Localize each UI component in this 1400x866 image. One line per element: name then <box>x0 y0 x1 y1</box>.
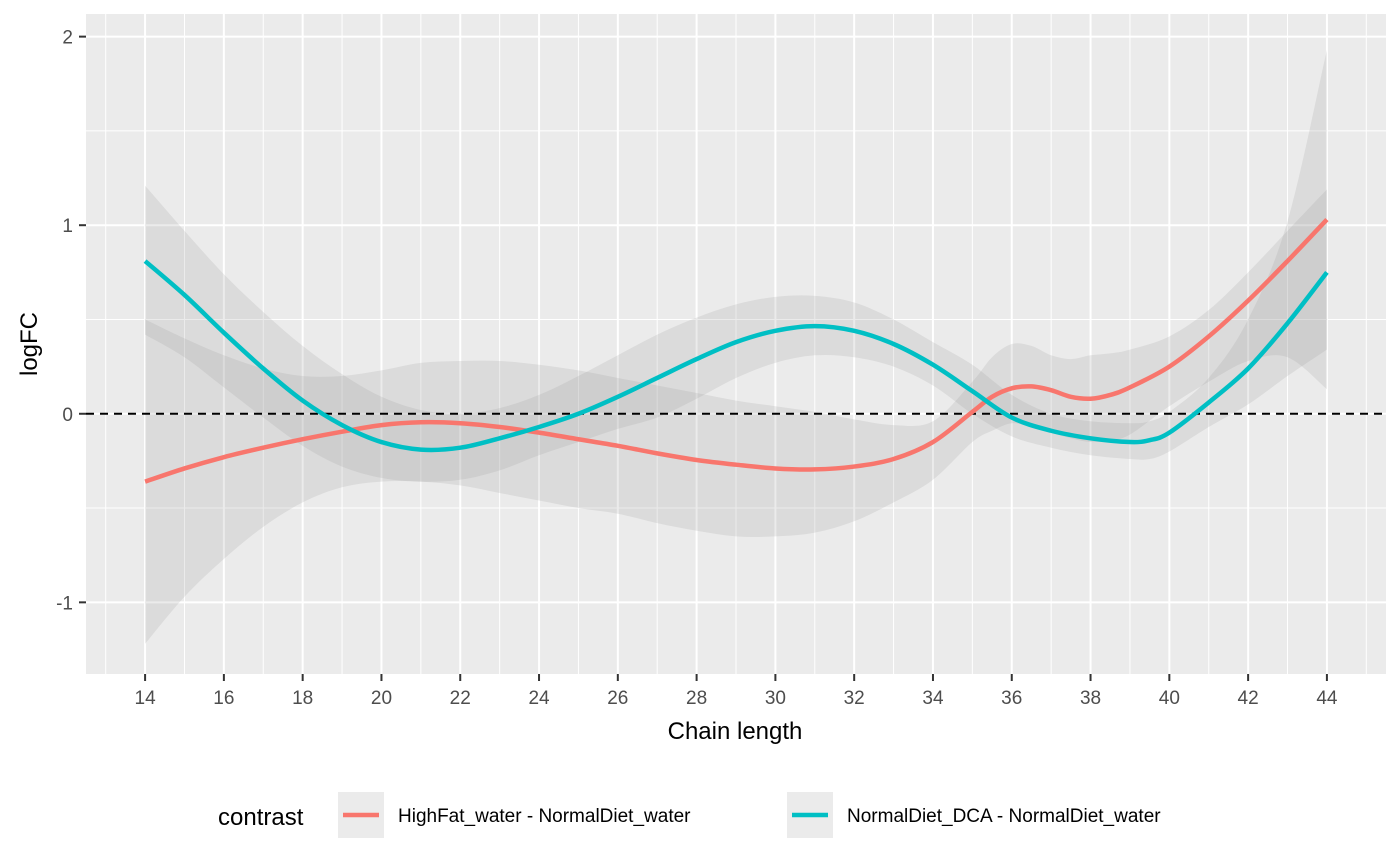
series-lines <box>143 217 1329 484</box>
x-tick-label: 20 <box>371 688 392 709</box>
x-tick-label: 40 <box>1159 688 1180 709</box>
series-line-highfat <box>144 217 1329 484</box>
y-axis-title: logFC <box>16 312 43 376</box>
y-tick-label: 2 <box>62 28 73 49</box>
legend-item-normaldiet-dca: NormalDiet_DCA - NormalDiet_water <box>787 792 1161 838</box>
legend-label-normaldiet-dca: NormalDiet_DCA - NormalDiet_water <box>847 806 1161 827</box>
x-axis: 14 16 18 20 22 24 26 28 30 32 34 36 38 40 42 44 <box>135 674 1338 709</box>
x-axis-title: Chain length <box>668 718 803 745</box>
x-tick-label: 22 <box>450 688 471 709</box>
y-tick-label: -1 <box>56 593 73 614</box>
series-line-normaldiet-dca <box>143 259 1329 453</box>
y-tick-label: 0 <box>62 405 73 426</box>
legend: contrast HighFat_water - NormalDiet_wate… <box>218 792 1161 838</box>
x-tick-label: 44 <box>1316 688 1338 709</box>
x-tick-label: 42 <box>1238 688 1259 709</box>
x-tick-label: 30 <box>765 688 786 709</box>
x-tick-label: 16 <box>213 688 234 709</box>
y-tick-label: 1 <box>62 216 73 237</box>
x-tick-label: 34 <box>922 688 944 709</box>
legend-label-highfat: HighFat_water - NormalDiet_water <box>398 806 691 827</box>
y-axis: -1 0 1 2 <box>56 28 86 614</box>
x-tick-label: 38 <box>1080 688 1101 709</box>
confidence-ribbons <box>145 49 1327 644</box>
ci-ribbon-highfat <box>145 189 1327 644</box>
x-tick-label: 14 <box>135 688 157 709</box>
x-tick-label: 26 <box>607 688 628 709</box>
x-tick-label: 18 <box>292 688 313 709</box>
x-tick-label: 32 <box>844 688 865 709</box>
x-tick-label: 24 <box>528 688 550 709</box>
x-tick-label: 36 <box>1001 688 1022 709</box>
legend-title: contrast <box>218 804 304 831</box>
x-tick-label: 28 <box>686 688 707 709</box>
legend-item-highfat: HighFat_water - NormalDiet_water <box>338 792 691 838</box>
